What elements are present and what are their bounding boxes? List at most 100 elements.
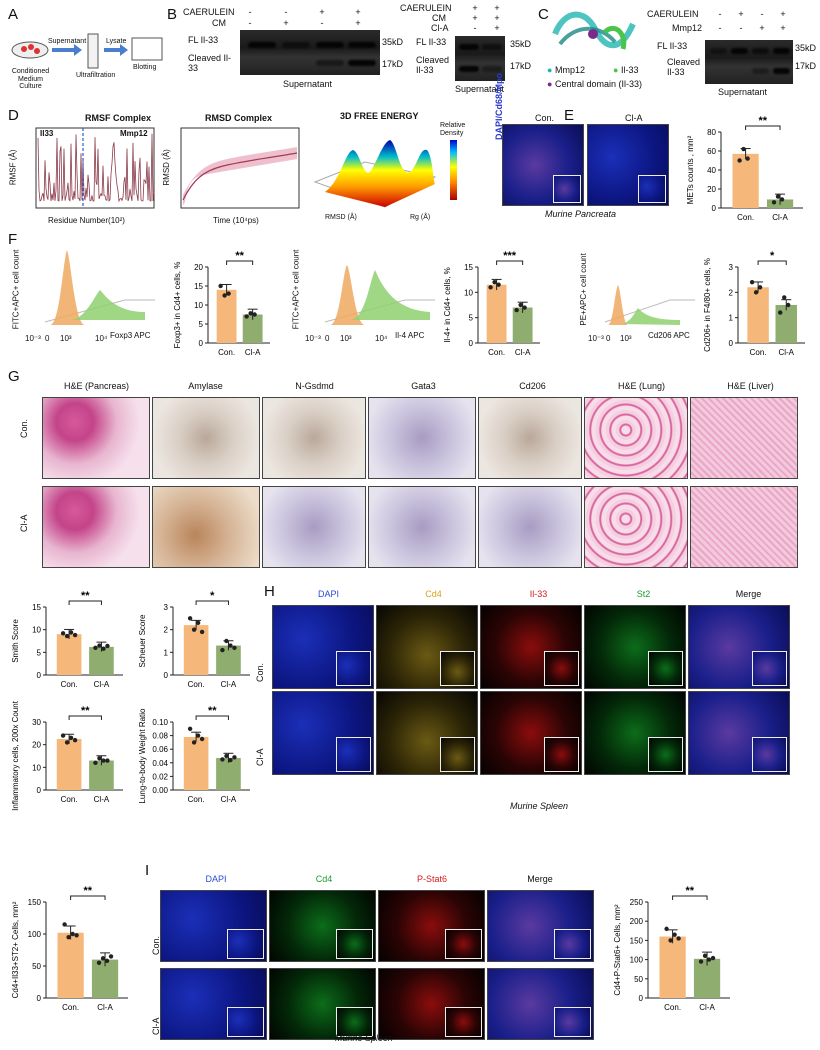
h-image-r0-c2 — [480, 605, 582, 689]
h-inset-r0-c3 — [648, 651, 683, 686]
g-row-cla: Cl-A — [19, 514, 29, 533]
g-amylase-cla — [152, 486, 260, 568]
y-tick-label: 40 — [707, 166, 716, 175]
data-point — [778, 310, 783, 315]
c-legend-mmp12: ● Mmp12 — [547, 65, 585, 75]
g-he-pancreas-con — [42, 397, 150, 479]
d-fe-xlabel: RMSD (Å) — [325, 214, 357, 221]
data-point — [664, 926, 669, 932]
c-kd35: 35kD — [795, 43, 817, 53]
bar-Con. — [56, 634, 82, 675]
h-image-r0-c1 — [376, 605, 478, 689]
h-caption: Murine Spleen — [510, 801, 569, 811]
y-tick-label: 10 — [194, 301, 203, 310]
rmsd-plot — [180, 127, 300, 209]
y-tick-label: 10 — [32, 763, 41, 772]
step-label-culture: Conditioned Medium Culture — [11, 68, 50, 91]
y-tick-label: 5 — [469, 314, 474, 323]
i-image-r0-c1 — [269, 890, 376, 962]
y-tick-label: 0 — [164, 671, 169, 680]
h-image-r1-c0 — [272, 691, 374, 775]
i-caption: Murine Spleen — [335, 1033, 394, 1043]
f-flow-cd206: PE+APC+ cell count Cd206 APC 10⁻³ 0 10³ — [578, 240, 700, 350]
step-label-ultrafiltration: Ultrafiltration — [76, 72, 116, 79]
i-inset-r1-c0 — [227, 1007, 264, 1037]
i-bar-chart: 0 50 100 150 200 250 Con. Cl-A ** Cd4+P-Stat6+ Ce… — [610, 880, 740, 1020]
panel-label-i: I — [145, 862, 150, 879]
y-tick-label: 0.08 — [152, 732, 168, 741]
significance-stars: ** — [759, 115, 768, 127]
i-col-3: Merge — [527, 874, 553, 884]
b-cleaved-label: Cleaved Il-33 — [188, 53, 232, 73]
d-rmsf-ylabel: RMSF (Å) — [8, 149, 18, 186]
panel-label-c: C — [538, 6, 549, 23]
g-he-liver-con — [690, 397, 798, 479]
category-label: Cl-A — [772, 213, 788, 222]
data-point — [496, 282, 501, 287]
b-left-sign-0-3: + — [355, 7, 361, 17]
y-tick-label: 20 — [32, 741, 41, 750]
y-tick-label: 0.06 — [152, 745, 168, 754]
data-point — [101, 758, 106, 763]
f-flow2-tick2: 10³ — [340, 334, 352, 343]
f-flow3-ylabel: PE+APC+ cell count — [578, 253, 588, 326]
h-image-r0-c4 — [688, 605, 790, 689]
bar-Con. — [183, 736, 209, 790]
g-he-lung-cla — [584, 486, 688, 568]
y-tick-label: 10 — [464, 288, 473, 297]
y-tick-label: 1 — [729, 314, 734, 323]
b-left-sign-0-1: - — [284, 7, 288, 17]
y-tick-label: 0 — [199, 339, 204, 348]
data-point — [105, 643, 110, 649]
data-point — [224, 753, 229, 759]
c-sign-1-2: + — [759, 23, 765, 33]
i-col-1: Cd4 — [315, 874, 333, 884]
f-flow1-ylabel: FITC+APC+ cell count — [11, 249, 21, 330]
data-point — [224, 638, 229, 644]
data-point — [710, 955, 716, 961]
b-right-sign-2-0: - — [473, 23, 477, 33]
i-image-r1-c3 — [487, 968, 594, 1040]
c-fl-label: FL Il-33 — [657, 41, 688, 51]
h-image-r1-c1 — [376, 691, 478, 775]
panel-label-a: A — [8, 6, 19, 23]
data-point — [60, 631, 66, 636]
d-rmsd-chart: RMSD (Å) Time (10⁴ps) — [162, 125, 303, 225]
category-label: Con. — [61, 680, 78, 689]
h-row-con: Con. — [255, 662, 265, 682]
c-blot — [705, 40, 793, 84]
f-bar-foxp3: 0 5 10 15 20 Con. Cl-A ** Foxp3+ in Cd4+ cells, … — [170, 245, 280, 365]
significance-stars: ** — [81, 705, 90, 717]
f-flow3-tick0: 10⁻³ — [588, 334, 604, 343]
data-point — [199, 736, 205, 742]
panel-label-h: H — [264, 583, 275, 600]
bar-Cl-A — [242, 314, 263, 343]
y-tick-label: 0.00 — [152, 786, 168, 795]
arrow-icon — [52, 44, 82, 56]
flow-histogram-il4 — [324, 265, 435, 325]
h-inset-r1-c3 — [648, 737, 683, 772]
data-point — [100, 956, 106, 961]
data-point — [745, 156, 750, 161]
y-tick-label: 0 — [37, 786, 42, 795]
g-ngsdmd-con — [262, 397, 366, 479]
category-label: Cl-A — [699, 1003, 715, 1012]
category-label: Cl-A — [97, 1003, 113, 1012]
significance-bracket — [757, 260, 787, 265]
data-point — [522, 305, 527, 310]
data-point — [93, 645, 98, 650]
c-legend-il33: ● Il-33 — [613, 65, 639, 75]
c-row-caerulein: CAERULEIN — [647, 9, 699, 19]
y-tick-label: 5 — [199, 320, 204, 329]
significance-stars: ** — [84, 885, 93, 897]
h-inset-r1-c0 — [336, 737, 371, 772]
g-cd206-con — [478, 397, 582, 479]
data-point — [191, 627, 197, 632]
significance-bracket — [195, 715, 229, 720]
data-point — [676, 936, 681, 941]
data-point — [775, 194, 781, 199]
significance-stars: ** — [235, 250, 244, 262]
h-column-headers: DAPI Cd4 Il-33 St2 Merge — [276, 589, 816, 604]
category-label: Con. — [737, 213, 754, 222]
significance-stars: *** — [503, 250, 517, 262]
